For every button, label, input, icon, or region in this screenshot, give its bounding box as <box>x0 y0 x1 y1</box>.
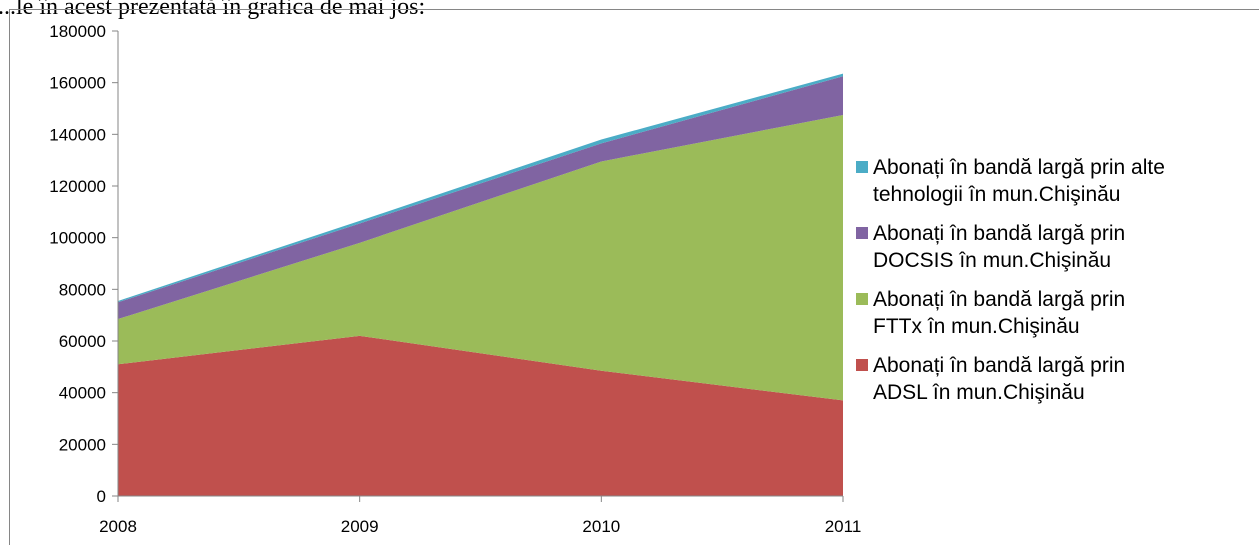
legend-label-line: FTTx în mun.Chişinău <box>873 315 1080 338</box>
area-series-group <box>118 73 843 496</box>
legend-label-line: Abonați în bandă largă prin <box>873 222 1125 245</box>
axes-group <box>112 30 844 502</box>
legend-item-abonati-in-banda-larga-prin-adsl-in-mun-: Abonați în bandă largă prin ADSL în mun.C… <box>873 354 1125 404</box>
x-tick-label: 2010 <box>582 517 620 536</box>
legend-swatch <box>856 227 868 239</box>
x-tick-label: 2008 <box>99 517 137 536</box>
legend-label-line: Abonați în bandă largă prin <box>873 288 1125 311</box>
legend-label-line: DOCSIS în mun.Chişinău <box>873 249 1111 272</box>
legend-item-abonati-in-banda-larga-prin-fttx-in-mun-: Abonați în bandă largă prin FTTx în mun.C… <box>873 288 1125 338</box>
legend-label-line: Abonați în bandă largă prin alte <box>873 156 1165 179</box>
y-tick-label: 120000 <box>49 177 106 196</box>
legend-item-abonati-in-banda-larga-prin-docsis-in-mu: Abonați în bandă largă prin DOCSIS în mun… <box>873 222 1125 272</box>
y-tick-labels: 0 20000 40000 60000 80000 100000 120000 140000 1… <box>49 22 106 506</box>
y-tick-label: 100000 <box>49 229 106 248</box>
legend-swatch <box>856 359 868 371</box>
y-tick-label: 0 <box>97 487 106 506</box>
legend-label-line: Abonați în bandă largă prin <box>873 354 1125 377</box>
x-tick-label: 2011 <box>825 517 862 536</box>
area-series-3 <box>118 76 843 320</box>
y-tick-label: 180000 <box>49 22 106 41</box>
chart-frame <box>9 9 1259 545</box>
legend-item-abonati-in-banda-larga-prin-alte-tehnolo: Abonați în bandă largă prin alte tehnolog… <box>873 156 1165 206</box>
y-tick-label: 60000 <box>59 332 106 351</box>
legend-swatch <box>856 293 868 305</box>
y-tick-label: 140000 <box>49 125 106 144</box>
legend: Abonați în bandă largă prin alte tehnolog… <box>856 156 1165 404</box>
area-series-2 <box>118 114 843 401</box>
area-series-1 <box>118 335 843 496</box>
legend-swatch <box>856 161 868 173</box>
y-tick-label: 20000 <box>59 435 106 454</box>
x-tick-labels: 2008 2009 2010 2011 <box>99 517 861 536</box>
y-tick-label: 160000 <box>49 74 106 93</box>
legend-label-line: ADSL în mun.Chişinău <box>873 381 1085 404</box>
x-tick-label: 2009 <box>341 517 379 536</box>
y-tick-label: 40000 <box>59 384 106 403</box>
y-tick-label: 80000 <box>59 280 106 299</box>
legend-label-line: tehnologii în mun.Chişinău <box>873 183 1121 206</box>
